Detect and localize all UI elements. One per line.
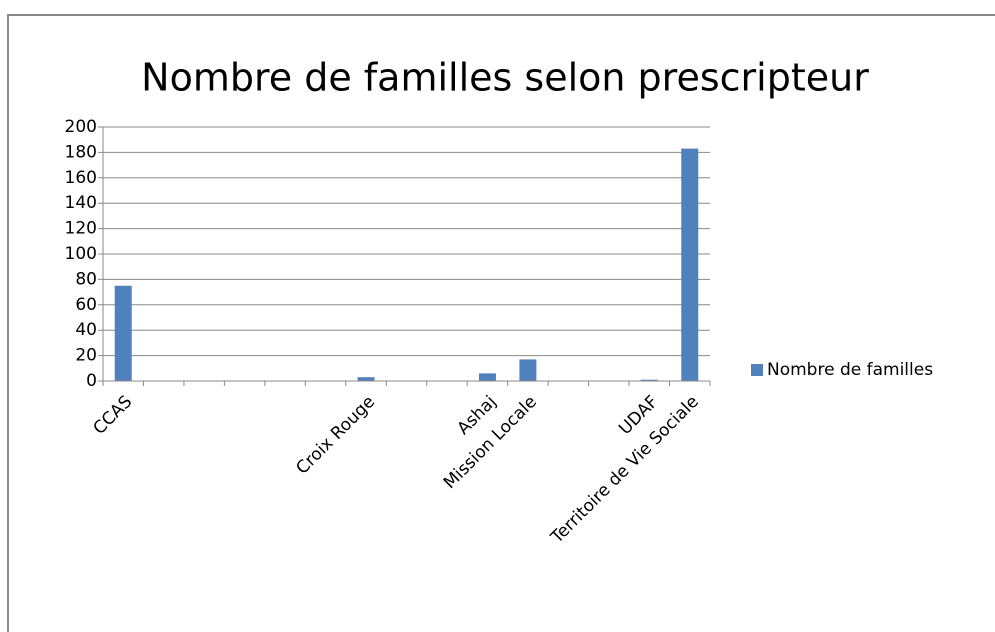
y-tick-label: 160 [65, 168, 97, 188]
y-tick-label: 180 [65, 142, 97, 162]
y-tick-label: 200 [65, 117, 97, 137]
y-tick-label: 120 [65, 219, 97, 239]
bar [478, 373, 496, 381]
legend-swatch [751, 364, 763, 376]
y-tick-label: 20 [75, 346, 97, 366]
y-tick-label: 100 [65, 244, 97, 264]
bar [681, 148, 699, 381]
bar [640, 379, 658, 381]
y-tick-label: 80 [75, 269, 97, 289]
chart-frame [7, 14, 995, 632]
bar [114, 285, 132, 381]
legend-label: Nombre de familles [767, 360, 933, 380]
y-tick-label: 140 [65, 193, 97, 213]
bar [357, 377, 375, 381]
bar [519, 359, 537, 381]
y-tick-label: 60 [75, 295, 97, 315]
y-tick-label: 40 [75, 320, 97, 340]
y-tick-label: 0 [86, 371, 97, 391]
chart-title: Nombre de familles selon prescripteur [141, 56, 869, 100]
